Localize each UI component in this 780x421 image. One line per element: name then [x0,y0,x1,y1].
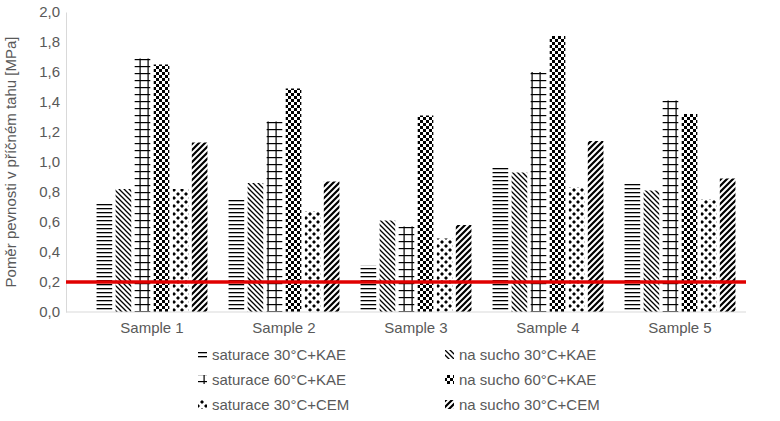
y-tick-label: 1,8 [39,33,60,50]
legend-label: na sucho 30°C+KAE [459,346,596,363]
bar [701,200,717,313]
x-tick-label: Sample 5 [648,319,711,336]
x-axis: Sample 1 Sample 2 Sample 3 Sample 4 Sample 5 [66,312,746,336]
bar [229,200,245,313]
series [173,188,717,313]
bar [116,189,132,312]
y-tick: 0,0 [39,303,66,320]
legend-item: saturace 60°C+KAE [198,371,346,388]
legend-item: na sucho 30°C+CEM [445,396,600,413]
bar [644,191,660,313]
y-tick-label: 1,2 [39,123,60,140]
bar [588,141,604,312]
y-tick: 0,4 [39,243,66,260]
legend-item: saturace 30°C+CEM [198,396,349,413]
legend-label: saturace 30°C+CEM [212,396,349,413]
legend-label: na sucho 30°C+CEM [459,396,600,413]
x-tick: Sample 2 [252,319,315,336]
bars [97,36,736,312]
reference-line [66,280,746,284]
legend-swatch [445,400,454,409]
bar [569,188,585,313]
bar [97,204,113,312]
y-tick-label: 0,2 [39,273,60,290]
y-tick: 1,6 [39,63,66,80]
y-tick-label: 0,8 [39,183,60,200]
legend-item: saturace 30°C+KAE [198,346,346,363]
y-tick-label: 1,4 [39,93,60,110]
bar [531,72,547,312]
bar [625,183,641,312]
x-tick-label: Sample 1 [120,319,183,336]
legend-swatch [445,350,454,359]
legend-label: saturace 60°C+KAE [212,371,346,388]
y-tick-label: 0,0 [39,303,60,320]
x-tick: Sample 4 [516,319,579,336]
y-tick-label: 2,0 [39,3,60,20]
x-tick: Sample 3 [384,319,447,336]
legend-item: na sucho 30°C+KAE [445,346,596,363]
legend-label: saturace 30°C+KAE [212,346,346,363]
x-tick-label: Sample 3 [384,319,447,336]
legend-swatch [198,375,207,384]
y-tick-label: 1,0 [39,153,60,170]
bar [720,179,736,313]
bar [550,36,566,312]
y-axis-line [66,13,67,313]
y-tick: 0,2 [39,273,66,290]
y-tick: 0,8 [39,183,66,200]
bar [305,212,321,313]
y-tick: 0,6 [39,213,66,230]
bar [361,266,377,313]
x-tick: Sample 5 [648,319,711,336]
x-axis-line [66,312,746,313]
bar [324,182,340,313]
x-tick: Sample 1 [120,319,183,336]
y-axis-title: Poměr pevnosti v příčném tahu [MPa] [2,37,19,288]
bar [512,173,528,313]
legend: saturace 30°C+KAE na sucho 30°C+KAE satura… [198,346,600,413]
y-tick-label: 0,6 [39,213,60,230]
bar [154,65,170,313]
y-tick: 1,0 [39,153,66,170]
y-tick: 1,4 [39,93,66,110]
bar [286,89,302,313]
bar [248,183,264,312]
legend-item: na sucho 60°C+KAE [445,371,596,388]
series [135,59,679,313]
bar [456,225,472,312]
chart: 0,0 0,2 0,4 0,6 0,8 1,0 1,2 1,4 1,6 1,8 2,0 Sample … [0,0,780,421]
legend-swatch [198,400,207,409]
bar [135,59,151,313]
y-tick: 1,2 [39,123,66,140]
bar [380,221,396,313]
legend-swatch [445,375,454,384]
y-tick: 2,0 [39,3,66,20]
x-tick-label: Sample 4 [516,319,579,336]
bar [493,167,509,313]
reference-line-group [66,282,746,283]
series [154,36,698,312]
bar [437,239,453,313]
legend-swatch [198,350,207,359]
x-tick-label: Sample 2 [252,319,315,336]
y-tick-label: 0,4 [39,243,60,260]
y-tick-label: 1,6 [39,63,60,80]
y-tick: 1,8 [39,33,66,50]
series [192,141,736,312]
y-axis: 0,0 0,2 0,4 0,6 0,8 1,0 1,2 1,4 1,6 1,8 2,0 [39,3,66,320]
bar [173,189,189,312]
legend-label: na sucho 60°C+KAE [459,371,596,388]
bar [192,143,208,313]
bar [399,227,415,313]
